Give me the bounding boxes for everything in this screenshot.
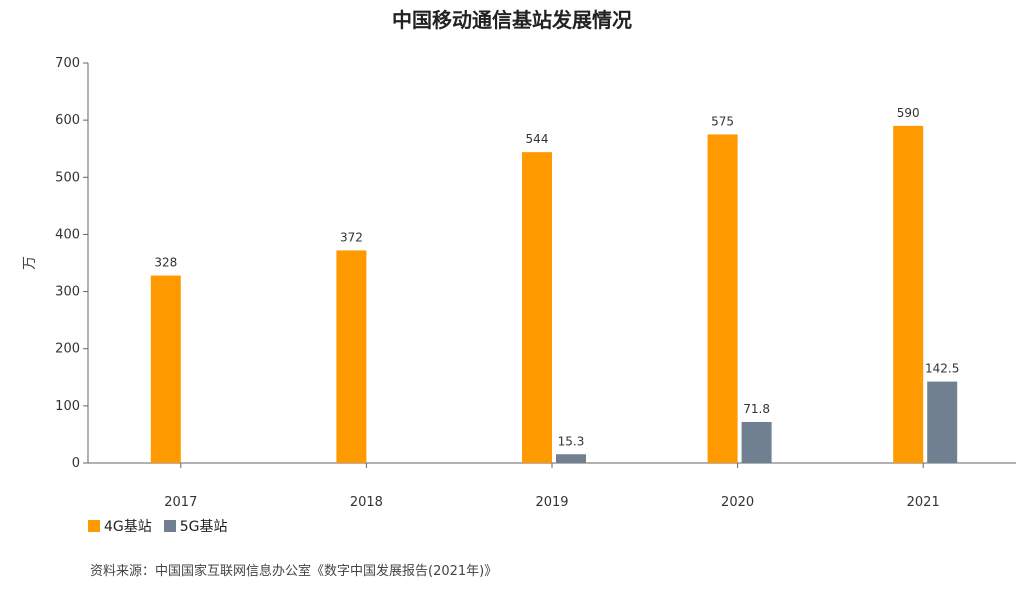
x-tick-label: 2018 xyxy=(350,495,383,510)
data-label-4g-2019: 544 xyxy=(526,132,549,146)
x-tick-label: 2020 xyxy=(721,495,754,510)
legend-label-5g: 5G基站 xyxy=(179,519,228,535)
legend-swatch-4g xyxy=(88,520,100,532)
data-label-4g-2017: 328 xyxy=(154,256,177,270)
chart-title: 中国移动通信基站发展情况 xyxy=(392,8,632,32)
data-label-5g-2021: 142.5 xyxy=(925,362,959,376)
x-tick-label: 2021 xyxy=(907,495,940,510)
y-tick-label: 300 xyxy=(55,285,80,300)
bar-4g-2020 xyxy=(707,134,738,463)
bar-5g-2019 xyxy=(556,454,586,463)
bar-4g-2018 xyxy=(336,250,367,463)
x-tick-label: 2017 xyxy=(164,495,197,510)
legend-swatch-5g xyxy=(163,520,176,532)
data-label-4g-2018: 372 xyxy=(340,230,363,244)
y-tick-label: 600 xyxy=(55,113,80,128)
data-label-4g-2021: 590 xyxy=(897,106,920,120)
bar-4g-2017 xyxy=(150,275,181,463)
y-tick-label: 200 xyxy=(55,342,80,357)
data-label-5g-2019: 15.3 xyxy=(558,434,585,448)
x-tick-label: 2019 xyxy=(535,495,568,510)
y-axis-label: 万 xyxy=(22,256,38,270)
data-label-5g-2020: 71.8 xyxy=(743,402,770,416)
legend: 4G基站 5G基站 xyxy=(88,516,228,536)
y-tick-label: 500 xyxy=(55,170,80,185)
legend-label-4g: 4G基站 xyxy=(104,519,152,535)
y-tick-label: 0 xyxy=(72,456,80,471)
bar-4g-2021 xyxy=(893,125,924,463)
data-label-4g-2020: 575 xyxy=(711,114,734,128)
legend-item-5g[interactable]: 5G基站 xyxy=(163,516,228,536)
y-tick-label: 700 xyxy=(55,56,80,71)
source-note: 资料来源：中国国家互联网信息办公室《数字中国发展报告(2021年)》 xyxy=(90,564,498,579)
legend-item-4g[interactable]: 4G基站 xyxy=(88,516,152,536)
bar-5g-2021 xyxy=(927,381,958,463)
bar-4g-2019 xyxy=(522,152,552,463)
y-tick-label: 100 xyxy=(55,399,80,414)
bar-5g-2020 xyxy=(741,421,772,463)
y-tick-label: 400 xyxy=(55,227,80,242)
